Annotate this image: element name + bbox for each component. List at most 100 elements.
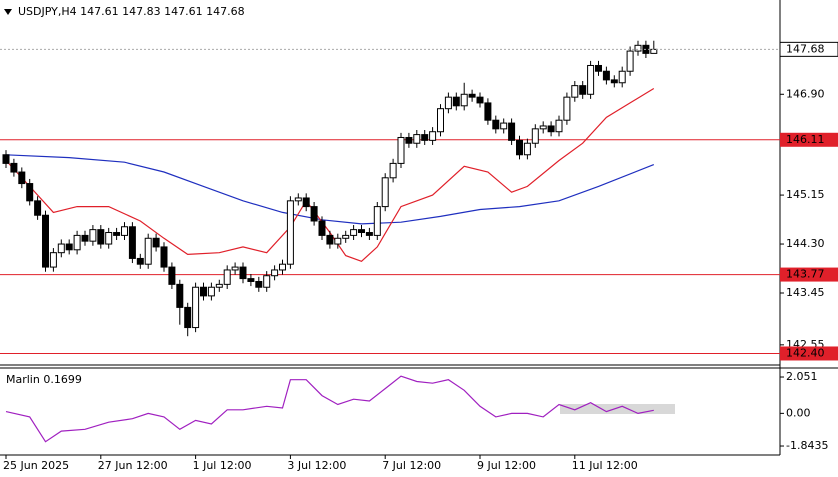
candle-body <box>500 122 508 130</box>
candle-body <box>294 197 302 202</box>
candle-body <box>136 257 144 265</box>
candle-body <box>523 142 531 156</box>
candle-body <box>547 125 555 133</box>
candle-body <box>326 234 334 245</box>
candle-body <box>350 229 358 236</box>
candle-body <box>571 85 579 98</box>
candle-body <box>484 102 492 121</box>
x-tick-label: 3 Jul 12:00 <box>287 459 346 472</box>
candle-body <box>595 64 602 72</box>
candle-body <box>121 226 128 236</box>
candle-body <box>476 96 484 104</box>
candle-body <box>397 136 405 164</box>
candle-body <box>231 266 239 271</box>
x-tick-label: 25 Jun 2025 <box>3 459 69 472</box>
candle-body <box>358 229 365 234</box>
candle-body <box>263 275 271 288</box>
candle-body <box>128 226 136 259</box>
candle-body <box>634 44 642 52</box>
candle-body <box>192 286 200 329</box>
candle-body <box>49 252 57 268</box>
candle-body <box>247 278 255 282</box>
candle-body <box>610 79 618 84</box>
candle-body <box>539 125 547 130</box>
candle-body <box>334 237 342 245</box>
candle-body <box>279 263 286 271</box>
candle-body <box>405 136 413 144</box>
candle-body <box>302 197 310 208</box>
candle-body <box>57 243 65 254</box>
candle-body <box>152 237 160 248</box>
candle-body <box>223 269 231 285</box>
level-label-box <box>780 346 838 361</box>
candle-body <box>650 48 658 54</box>
candle-body <box>468 93 476 98</box>
candle-body <box>18 171 26 185</box>
candle-body <box>239 266 247 280</box>
candle-body <box>207 286 215 297</box>
candle-body <box>200 286 207 297</box>
candle-body <box>618 70 626 84</box>
candle-body <box>105 232 113 245</box>
candle-body <box>2 154 10 164</box>
candle-body <box>421 134 429 141</box>
level-label-box <box>780 132 838 147</box>
candle-body <box>255 280 263 288</box>
current-price-label: 147.68 <box>786 42 825 55</box>
candle-body <box>626 50 634 72</box>
x-tick-label: 11 Jul 12:00 <box>572 459 638 472</box>
x-tick-label: 9 Jul 12:00 <box>477 459 536 472</box>
x-tick-label: 27 Jun 12:00 <box>98 459 168 472</box>
candle-body <box>444 96 452 110</box>
y-tick-label: 145.15 <box>786 188 825 201</box>
candle-body <box>460 93 468 107</box>
y-tick-label: 0.00 <box>786 406 811 419</box>
candle-body <box>587 64 595 95</box>
line-series <box>5 375 654 443</box>
candle-body <box>531 128 539 144</box>
candle-body <box>318 220 326 236</box>
chart-title: USDJPY,H4 147.61 147.83 147.61 147.68 <box>18 5 245 18</box>
y-tick-label: 143.45 <box>786 286 825 299</box>
line-series <box>5 154 655 225</box>
y-tick-label: 146.90 <box>786 87 825 100</box>
candle-body <box>34 200 42 216</box>
candle-body <box>81 234 89 242</box>
level-label: 142.40 <box>786 346 825 359</box>
candle-body <box>563 96 571 121</box>
y-tick-label: 144.30 <box>786 237 825 250</box>
candle-body <box>579 85 587 95</box>
indicator-title: Marlin 0.1699 <box>6 373 82 386</box>
candle-body <box>437 108 444 133</box>
candle-body <box>89 229 97 242</box>
candle-body <box>42 214 49 268</box>
y-tick-label: 2.051 <box>786 370 818 383</box>
candle-body <box>452 96 460 107</box>
candle-body <box>160 246 168 268</box>
candle-body <box>365 232 373 236</box>
y-tick-label: -1.8435 <box>786 439 828 452</box>
candle-body <box>113 232 121 236</box>
candle-body <box>492 119 500 130</box>
current-price-box <box>779 41 838 57</box>
candle-body <box>215 283 223 288</box>
candle-body <box>373 206 381 236</box>
candle-body <box>389 162 397 179</box>
candle-body <box>508 122 516 141</box>
x-tick-label: 1 Jul 12:00 <box>193 459 252 472</box>
candle-body <box>286 200 294 265</box>
candle-body <box>555 119 563 133</box>
level-label: 143.77 <box>786 268 825 281</box>
level-label: 146.11 <box>786 133 825 146</box>
candle-body <box>413 134 421 144</box>
candle-body <box>429 131 437 141</box>
candle-body <box>97 229 105 245</box>
candle-body <box>26 183 34 202</box>
candle-body <box>184 306 192 329</box>
candle-body <box>144 237 152 265</box>
candle-body <box>176 283 184 308</box>
candle-body <box>168 266 176 285</box>
menu-arrow[interactable] <box>4 9 12 15</box>
